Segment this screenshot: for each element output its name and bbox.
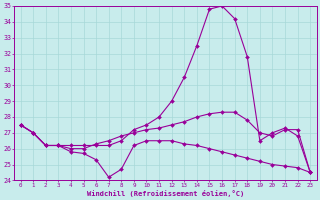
X-axis label: Windchill (Refroidissement éolien,°C): Windchill (Refroidissement éolien,°C) — [87, 190, 244, 197]
